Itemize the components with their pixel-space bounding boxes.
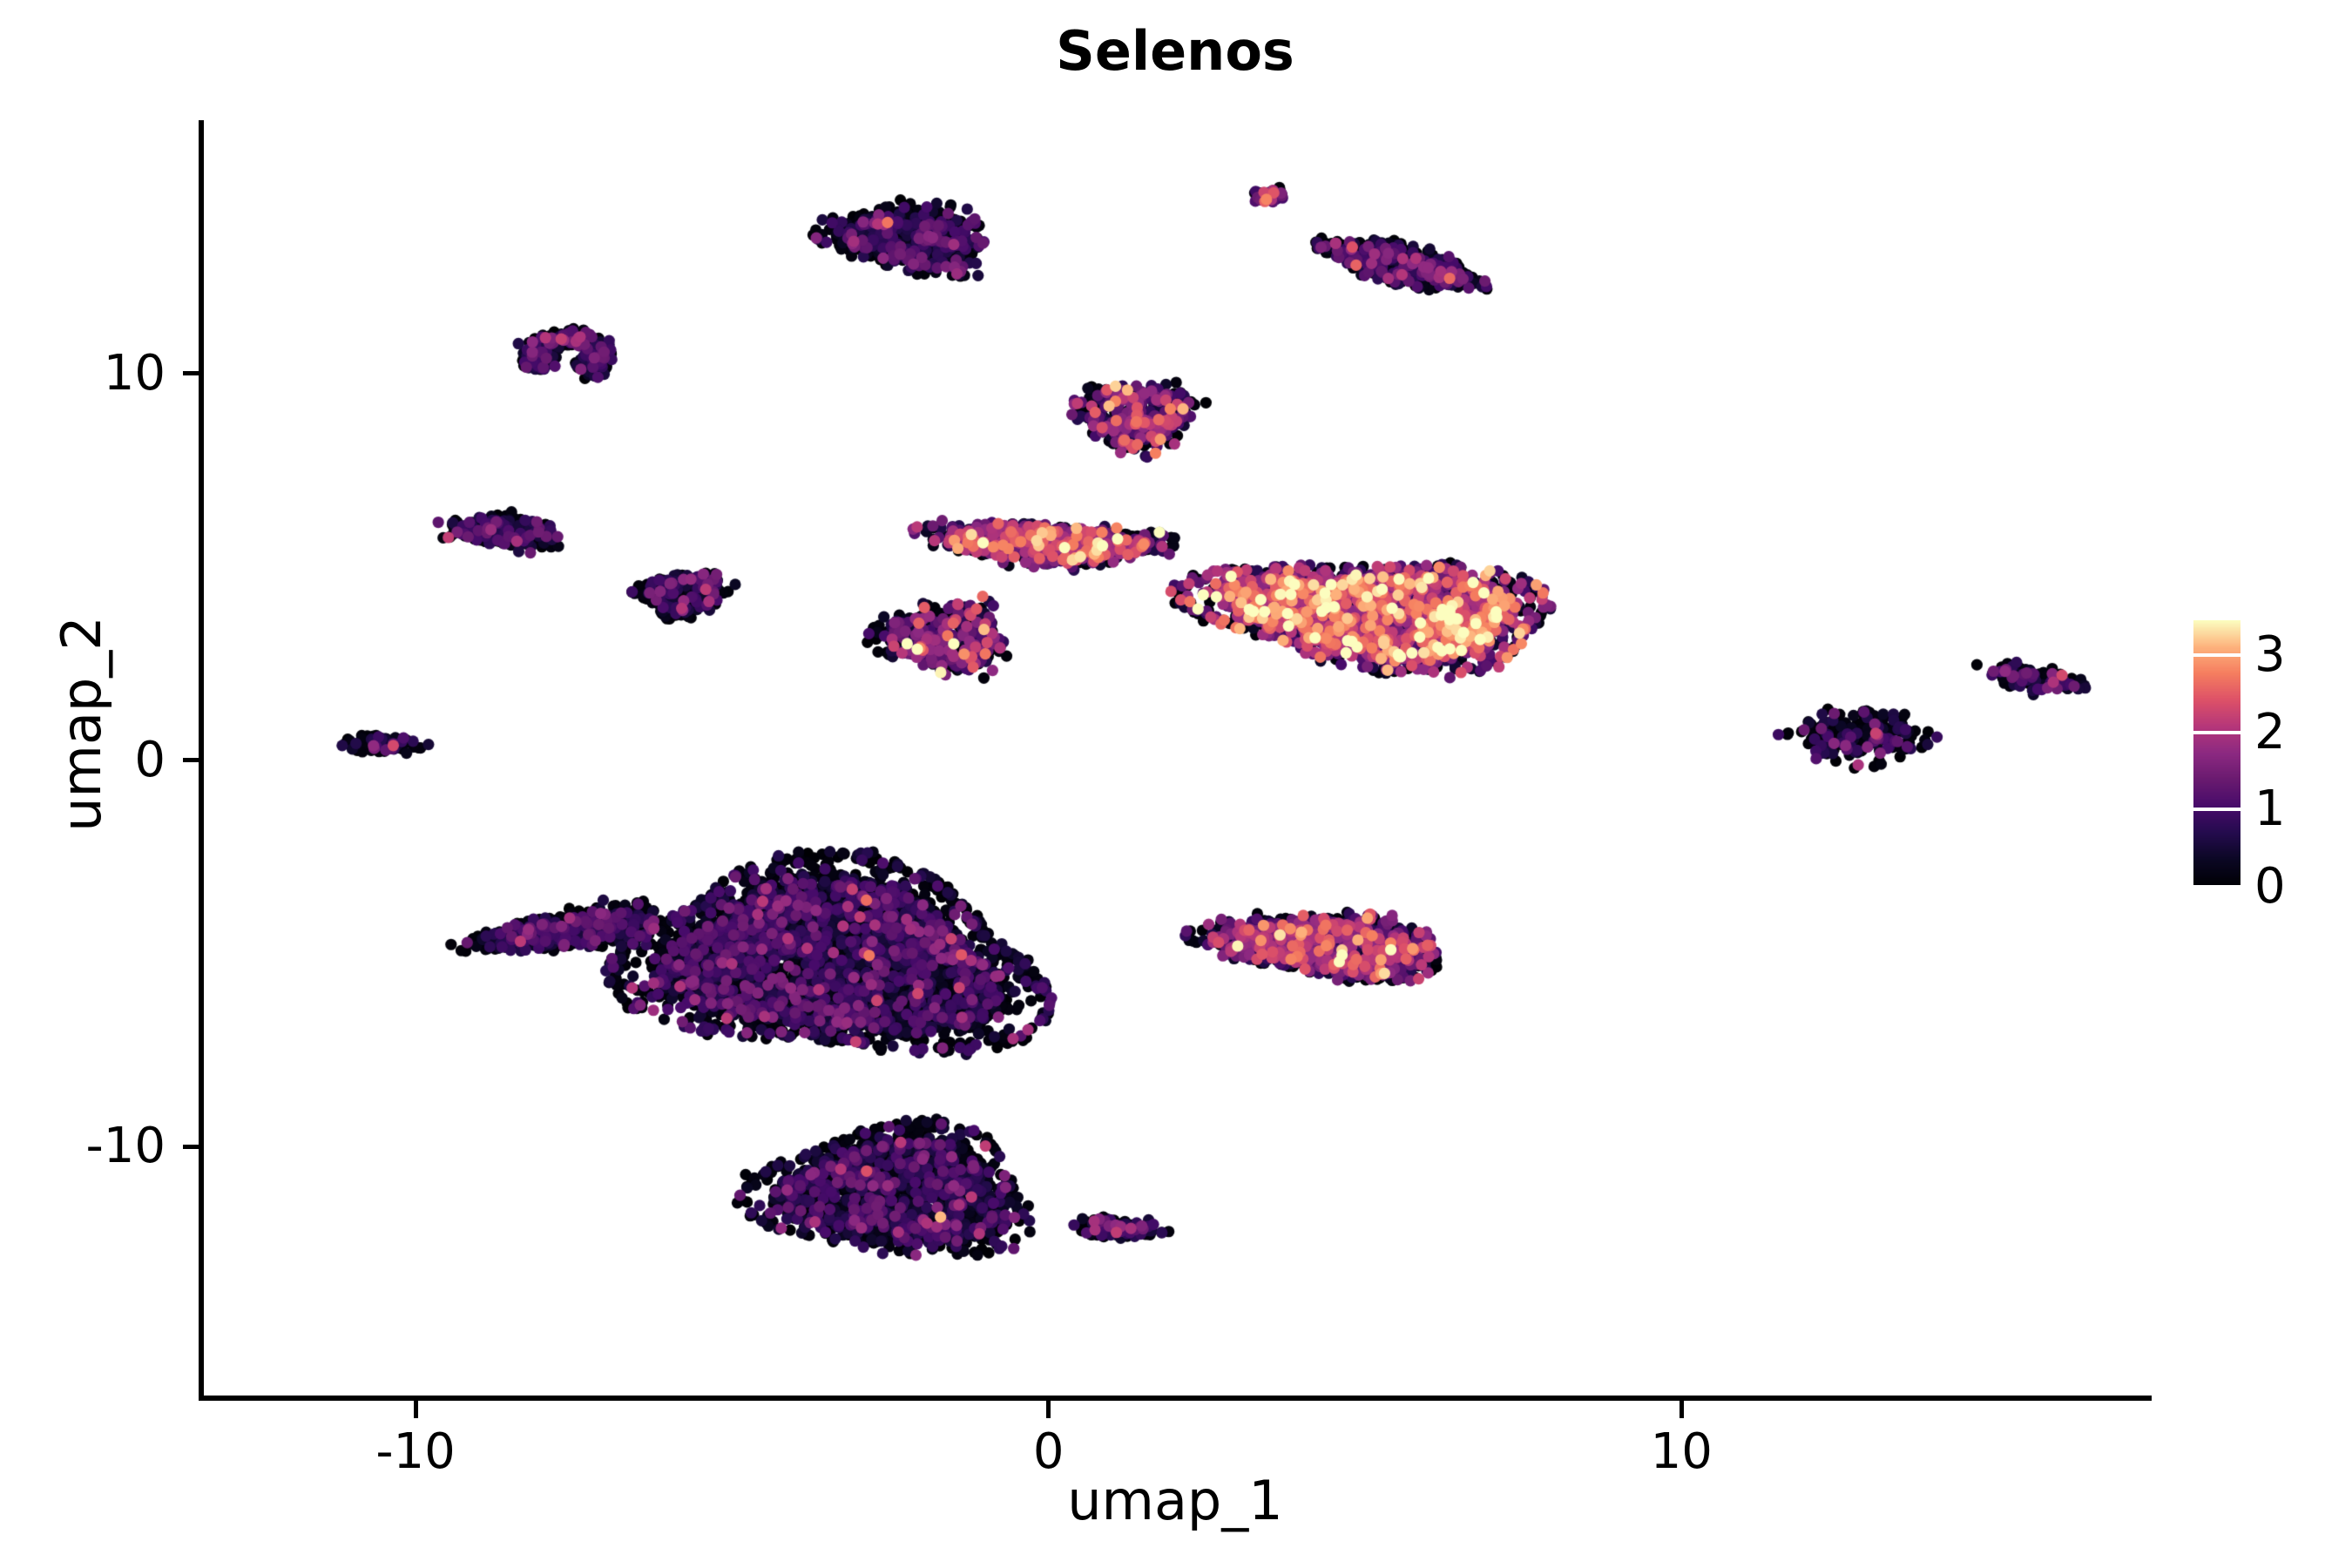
- axis-spine-bottom: [199, 1396, 2152, 1401]
- x-tick-mark: [1679, 1401, 1684, 1418]
- x-tick-mark: [413, 1401, 418, 1418]
- y-tick-mark: [183, 758, 200, 762]
- colorbar-gradient: [2193, 620, 2240, 887]
- scatter-plot-axes: [200, 122, 2150, 1398]
- axis-spine-left: [199, 120, 204, 1401]
- y-axis-label: umap_2: [50, 616, 113, 832]
- x-tick-label: 10: [1650, 1423, 1713, 1480]
- x-tick-label: 0: [1032, 1423, 1064, 1480]
- colorbar-tick-label: 1: [2254, 781, 2286, 838]
- y-tick-mark: [183, 371, 200, 376]
- x-tick-label: -10: [375, 1423, 456, 1480]
- colorbar-tick-label: 0: [2254, 858, 2286, 915]
- y-tick-label: -10: [85, 1118, 166, 1175]
- colorbar-tick-label: 2: [2254, 703, 2286, 760]
- colorbar-tick-mark: [2193, 808, 2240, 812]
- colorbar-tick-label: 3: [2254, 625, 2286, 683]
- colorbar-tick-mark: [2193, 885, 2240, 889]
- plot-title-text: Selenos: [1056, 19, 1294, 83]
- umap-scatter-points: [200, 122, 2150, 1398]
- colorbar-tick-mark: [2193, 730, 2240, 734]
- x-tick-mark: [1046, 1401, 1051, 1418]
- x-axis-label: umap_1: [1067, 1469, 1283, 1532]
- colorbar-tick-mark: [2193, 652, 2240, 657]
- y-tick-mark: [183, 1144, 200, 1149]
- page-title: Selenos: [0, 24, 2352, 78]
- y-tick-label: 0: [134, 731, 166, 788]
- y-tick-label: 10: [103, 344, 166, 402]
